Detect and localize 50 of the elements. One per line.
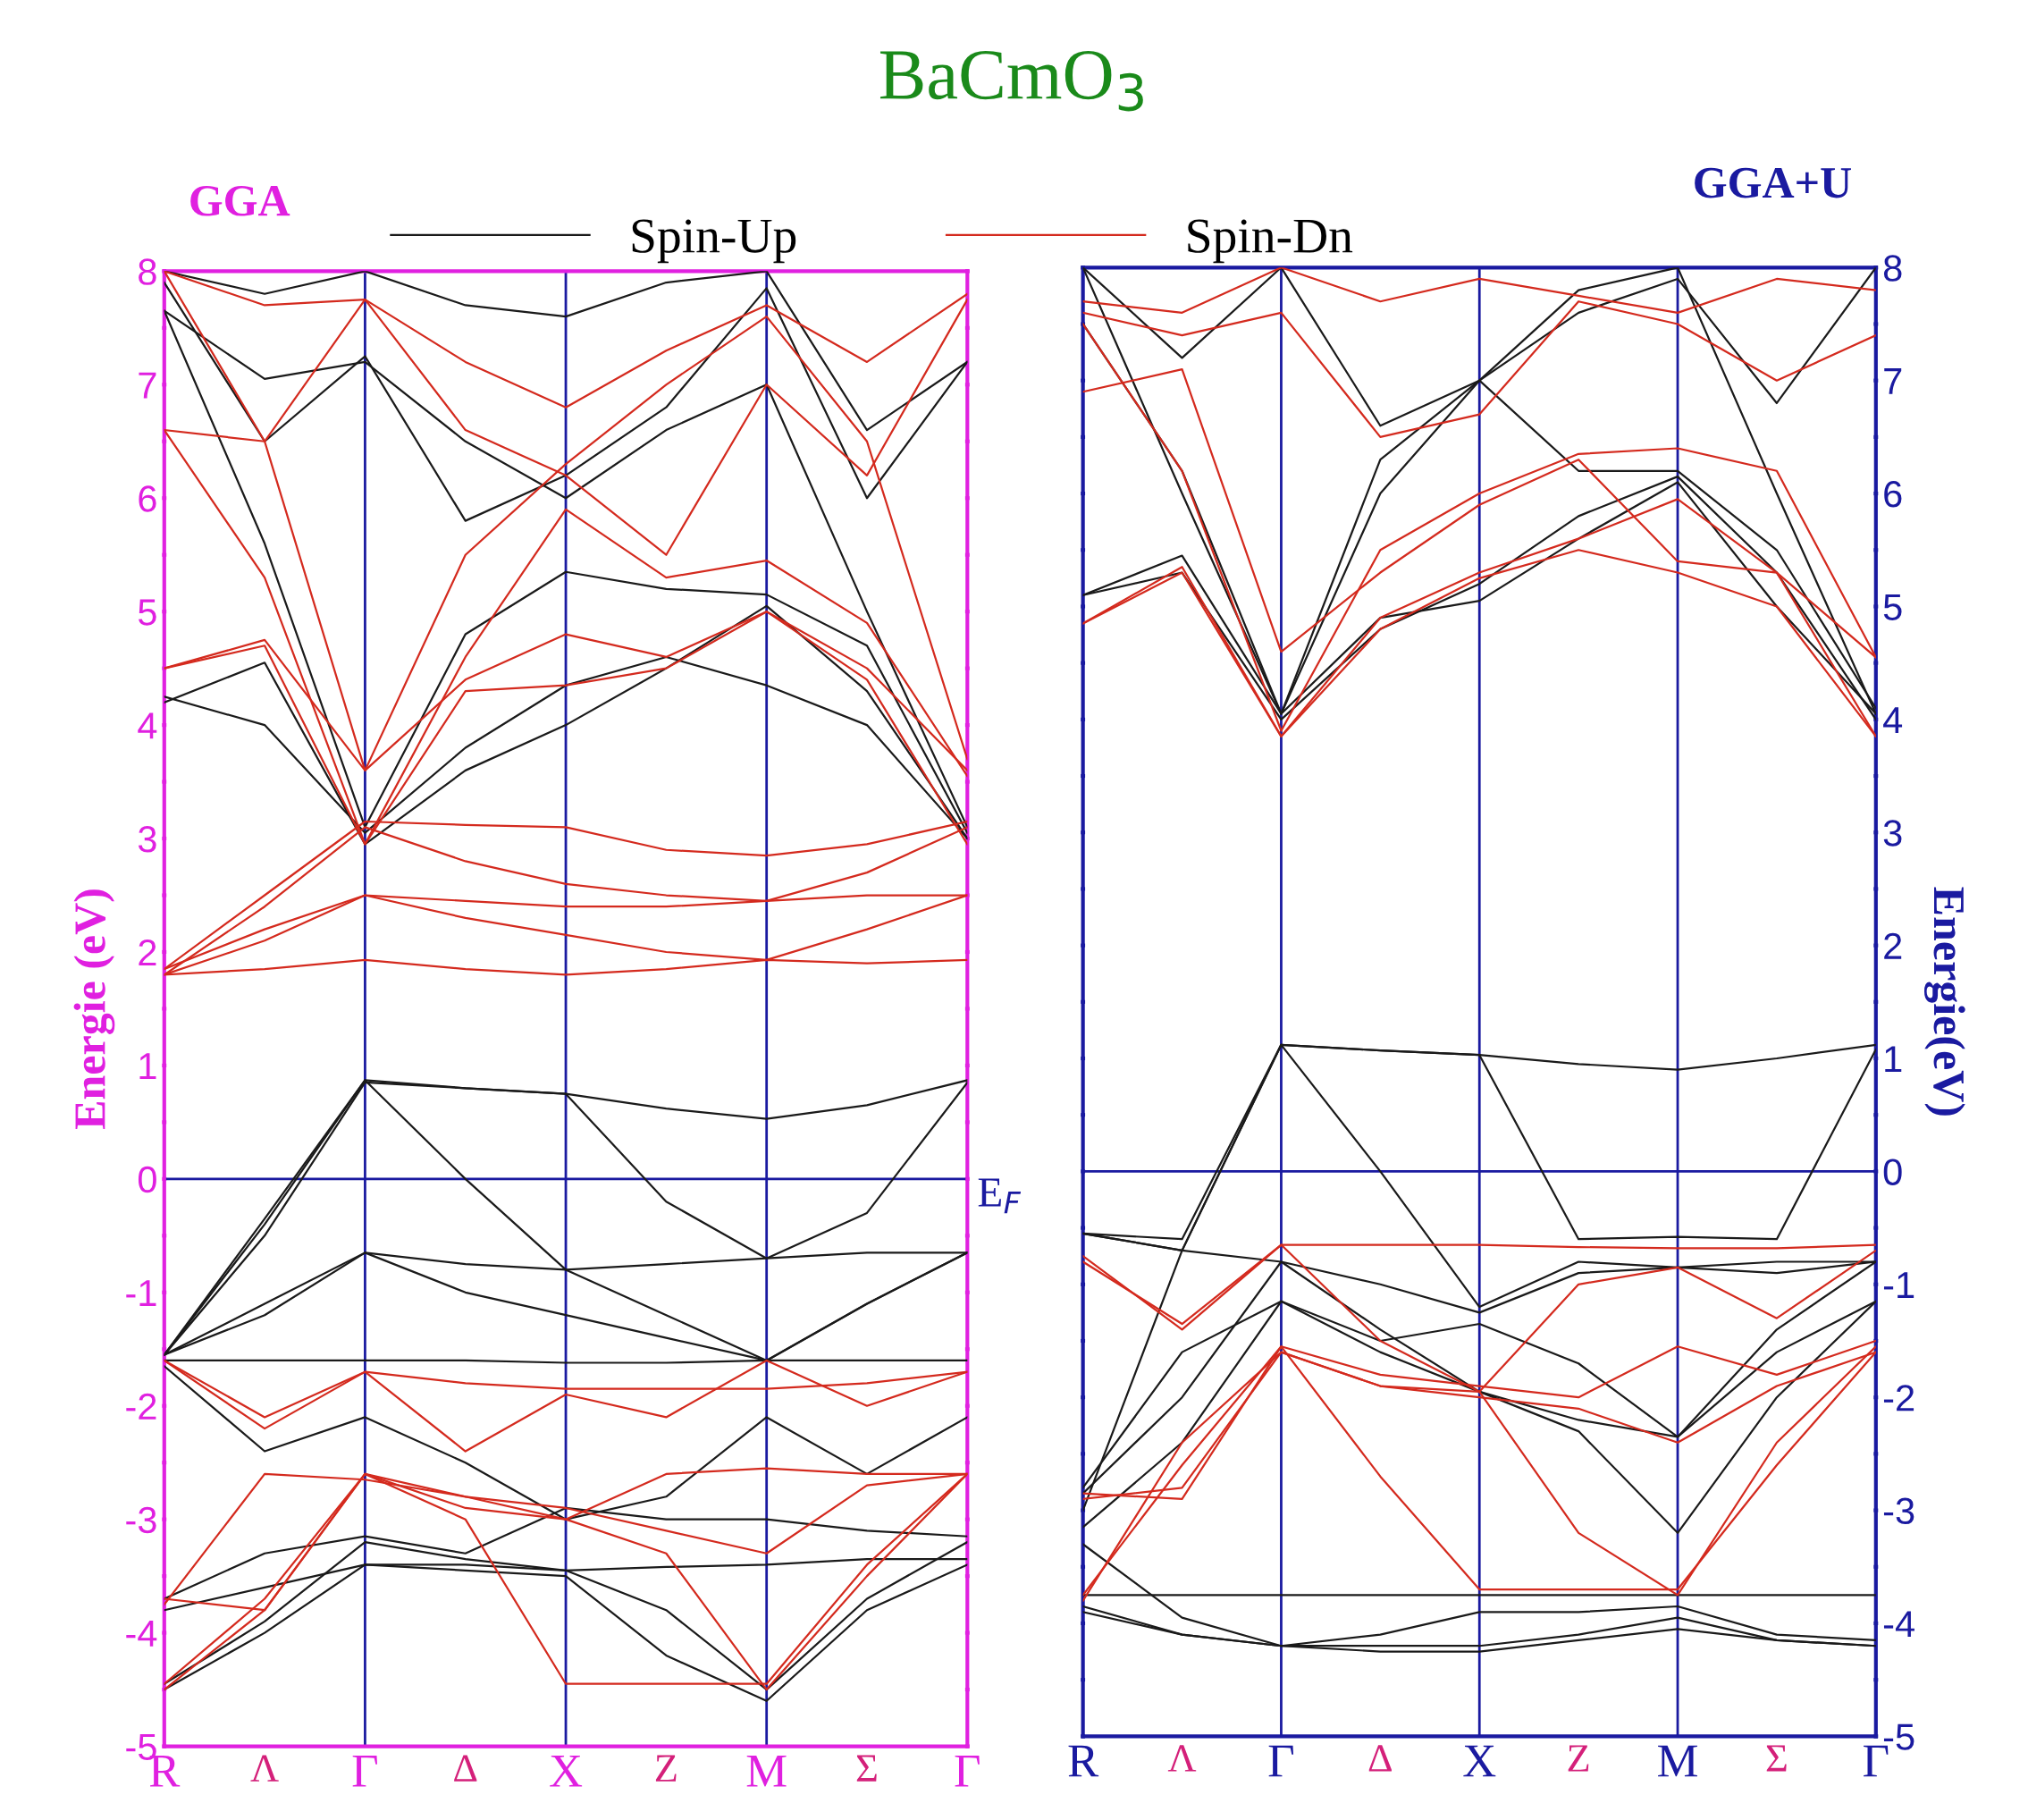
y-tick-label: -1 [126,1280,156,1306]
x-tick-label: Σ [1766,1745,1787,1772]
y-tick-label: 3 [1883,820,1902,847]
y-tick-label: -3 [1883,1497,1914,1525]
x-tick-label: Δ [454,1755,477,1782]
y-tick-label: -1 [1883,1272,1914,1298]
y-tick-label: 6 [139,485,156,512]
y-tick-label: 8 [1883,255,1902,282]
x-tick-label: M [1658,1745,1697,1777]
x-tick-label: Γ [955,1755,980,1787]
x-tick-label: Γ [352,1755,377,1787]
x-tick-label: Δ [1368,1745,1392,1772]
x-tick-label: Z [655,1755,677,1782]
chart-title: GGA+U [1695,167,1851,198]
y-tick-label: -2 [126,1393,156,1420]
y-tick-label: 7 [139,372,156,399]
x-tick-label: X [1463,1745,1496,1777]
y-tick-label: 5 [1883,594,1902,620]
y-tick-label: -3 [126,1506,156,1534]
x-tick-label: Z [1568,1745,1589,1772]
legend-label: Spin-Dn [1188,219,1353,264]
y-tick-label: -4 [126,1621,157,1647]
x-tick-label: Λ [250,1755,279,1782]
x-tick-label: M [746,1755,787,1787]
y-tick-label: 0 [138,1166,156,1193]
y-tick-label: 2 [139,939,156,966]
y-tick-label: 6 [1884,481,1902,508]
y-tick-label: 1 [139,1053,156,1080]
y-tick-label: 4 [1883,707,1903,733]
ref-line-label: E$_{F}$ [978,1178,1022,1214]
x-tick-label: R [1068,1745,1099,1777]
y-tick-label: 1 [1885,1046,1902,1073]
y-axis-title: Energie(eV) [1923,887,1965,1116]
text: BaCmO$_{3}$ [879,51,1143,112]
y-axis-title: Energie (eV) [73,889,115,1129]
y-tick-label: 7 [1884,368,1902,394]
y-tick-label: 3 [138,826,156,853]
legend-label: Spin-Up [632,219,796,264]
x-tick-label: X [550,1755,583,1787]
y-tick-label: 5 [138,599,156,626]
y-tick-label: -4 [1883,1611,1914,1638]
x-tick-label: Σ [856,1755,877,1782]
y-tick-label: 4 [138,712,157,739]
y-tick-label: 2 [1884,932,1902,959]
y-tick-label: 0 [1883,1159,1902,1185]
y-tick-label: -2 [1883,1385,1914,1411]
x-tick-label: Λ [1167,1745,1197,1772]
y-tick-label: 8 [139,258,156,285]
chart-title: GGA [190,186,290,216]
x-tick-label: Γ [1268,1745,1293,1777]
